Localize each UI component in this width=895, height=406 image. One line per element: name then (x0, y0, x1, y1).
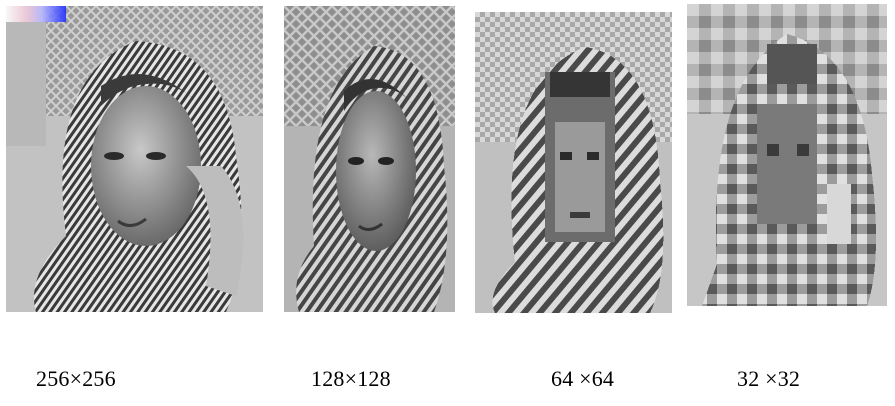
portrait-image-128 (284, 6, 455, 312)
portrait-image-256 (6, 6, 263, 312)
caption-64: 64 ×64 (551, 366, 615, 391)
portrait-image-32 (687, 4, 887, 306)
portrait-image-64 (475, 12, 672, 313)
caption-32: 32 ×32 (737, 366, 801, 391)
image-panel-128 (284, 6, 455, 312)
corner-color-artifact (6, 6, 66, 22)
caption-128: 128×128 (311, 366, 391, 391)
image-panel-32 (687, 4, 887, 306)
image-panel-64 (475, 12, 672, 313)
image-panel-256 (6, 6, 263, 312)
caption-256: 256×256 (36, 366, 116, 391)
